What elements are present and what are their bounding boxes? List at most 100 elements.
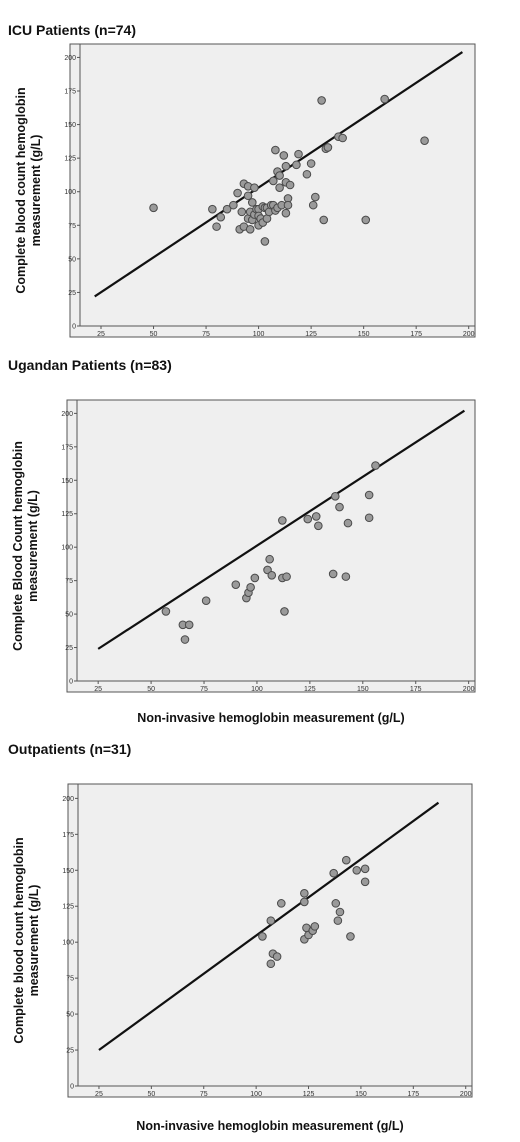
data-point	[266, 959, 276, 969]
data-point	[278, 516, 287, 525]
x-tick-label: 25	[94, 686, 102, 693]
data-point	[338, 133, 347, 143]
data-point	[272, 952, 282, 961]
y-tick-label: 100	[61, 545, 73, 552]
data-point	[331, 899, 341, 908]
x-tick-label: 50	[147, 1091, 155, 1098]
data-point	[268, 176, 278, 186]
x-tick-label: 175	[410, 686, 422, 693]
data-point	[275, 183, 284, 192]
data-point	[306, 159, 316, 168]
data-point	[346, 932, 355, 941]
y-tick-label: 75	[65, 578, 73, 585]
data-point	[281, 208, 291, 218]
data-point	[328, 569, 338, 579]
y-tick-label: 25	[65, 645, 73, 652]
data-point	[341, 855, 351, 865]
data-point	[258, 932, 267, 941]
x-tick-label: 50	[150, 331, 158, 338]
y-tick-label: 175	[62, 832, 74, 839]
data-point	[361, 215, 371, 225]
y-tick-label: 75	[68, 223, 76, 230]
y-tick-label: 75	[66, 976, 74, 983]
data-point	[279, 151, 289, 160]
y-tick-label: 150	[64, 122, 76, 129]
data-point	[341, 572, 351, 581]
y-tick-label: 125	[62, 904, 74, 911]
x-tick-label: 25	[95, 1091, 103, 1098]
y-tick-label: 150	[62, 868, 74, 875]
data-point	[300, 897, 309, 907]
y-axis-label: Complete blood count hemoglobinmeasureme…	[14, 87, 43, 293]
chart-panel-1: ICU Patients (n=74) 0 25 50 75 100 125 150 175 20…	[8, 22, 476, 338]
y-axis-label-line-1: Complete blood count hemoglobin	[14, 87, 28, 293]
chart-panel-2: Ugandan Patients (n=83) 0 25 50 75 100 125 150 1…	[8, 357, 476, 725]
data-point	[311, 512, 321, 521]
data-point	[243, 191, 253, 201]
y-tick-label: 0	[70, 1084, 74, 1091]
y-tick-label: 175	[64, 89, 76, 96]
y-axis-label: Complete Blood Count hemoglobinmeasureme…	[11, 441, 40, 651]
data-point	[380, 94, 389, 104]
chart-title: Outpatients (n=31)	[8, 741, 131, 757]
plot-area	[67, 783, 473, 1098]
data-point	[201, 596, 211, 606]
x-tick-label: 200	[463, 331, 475, 338]
data-point	[245, 225, 255, 234]
data-point	[308, 200, 318, 210]
data-point	[180, 635, 190, 644]
x-tick-label: 75	[202, 331, 210, 338]
y-tick-label: 175	[61, 444, 73, 451]
x-tick-label: 125	[304, 686, 316, 693]
y-tick-label: 125	[64, 156, 76, 163]
data-point	[237, 207, 247, 217]
data-point	[229, 200, 238, 210]
chart-title: ICU Patients (n=74)	[8, 22, 136, 38]
x-axis-label: Non-invasive hemoglobin measurement (g/L…	[137, 711, 404, 725]
x-tick-label: 50	[147, 686, 155, 693]
y-tick-label: 25	[66, 1048, 74, 1055]
y-axis-label-line-2: measurement (g/L)	[26, 490, 40, 602]
y-tick-label: 50	[65, 612, 73, 619]
data-point	[314, 521, 323, 531]
data-point	[294, 149, 303, 159]
data-point	[323, 143, 333, 152]
x-tick-label: 200	[460, 1091, 472, 1098]
data-point	[329, 868, 338, 878]
x-axis-label: Non-invasive hemoglobin measurement (g/L…	[136, 1119, 403, 1133]
y-tick-label: 50	[68, 256, 76, 263]
data-point	[216, 212, 226, 222]
data-point	[208, 204, 217, 214]
y-tick-label: 100	[62, 940, 74, 947]
data-point	[303, 514, 313, 524]
data-point	[266, 916, 276, 925]
data-point	[319, 215, 329, 225]
data-point	[285, 180, 295, 190]
y-axis-label: Complete blood count hemoglobinmeasureme…	[12, 837, 41, 1043]
y-tick-label: 100	[64, 189, 76, 196]
data-point	[352, 865, 362, 875]
x-tick-label: 175	[410, 331, 422, 338]
chart-title: Ugandan Patients (n=83)	[8, 357, 172, 373]
y-axis-label-line-1: Complete Blood Count hemoglobin	[11, 441, 25, 651]
data-point	[281, 161, 291, 171]
x-tick-label: 100	[253, 331, 265, 338]
y-tick-label: 150	[61, 478, 73, 485]
data-point	[212, 222, 221, 231]
data-point	[231, 580, 241, 589]
x-tick-label: 75	[200, 686, 208, 693]
x-tick-label: 100	[251, 686, 263, 693]
fit-line	[97, 409, 466, 650]
data-point	[149, 203, 158, 213]
data-point	[317, 96, 326, 105]
data-point	[310, 922, 320, 931]
data-point	[161, 607, 171, 616]
data-point	[302, 169, 312, 179]
data-point	[267, 570, 277, 580]
data-point	[283, 200, 293, 210]
x-tick-label: 25	[97, 331, 105, 338]
data-point	[275, 171, 284, 180]
data-point	[300, 888, 309, 898]
fit-line	[98, 801, 440, 1051]
plot-area	[69, 43, 476, 338]
